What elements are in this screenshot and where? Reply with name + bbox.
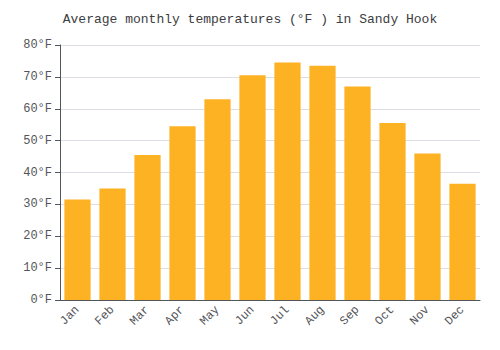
svg-text:May: May: [197, 303, 222, 328]
svg-text:Jan: Jan: [57, 303, 82, 328]
svg-text:Nov: Nov: [407, 303, 432, 328]
svg-text:80°F: 80°F: [23, 38, 52, 52]
svg-text:Average monthly temperatures (: Average monthly temperatures (°F ) in Sa…: [63, 12, 438, 27]
svg-text:Jun: Jun: [232, 303, 257, 328]
svg-text:Feb: Feb: [92, 303, 117, 328]
svg-text:Oct: Oct: [372, 303, 397, 328]
svg-text:Dec: Dec: [442, 303, 467, 328]
svg-text:30°F: 30°F: [23, 197, 52, 211]
svg-text:Aug: Aug: [302, 303, 327, 328]
svg-text:40°F: 40°F: [23, 166, 52, 180]
svg-text:70°F: 70°F: [23, 70, 52, 84]
svg-text:Jul: Jul: [267, 303, 292, 328]
svg-text:Sep: Sep: [337, 303, 362, 328]
svg-text:60°F: 60°F: [23, 102, 52, 116]
svg-text:Apr: Apr: [162, 303, 187, 328]
svg-text:50°F: 50°F: [23, 134, 52, 148]
svg-text:20°F: 20°F: [23, 229, 52, 243]
svg-text:0°F: 0°F: [30, 293, 52, 307]
svg-text:Mar: Mar: [127, 303, 152, 328]
svg-text:10°F: 10°F: [23, 261, 52, 275]
